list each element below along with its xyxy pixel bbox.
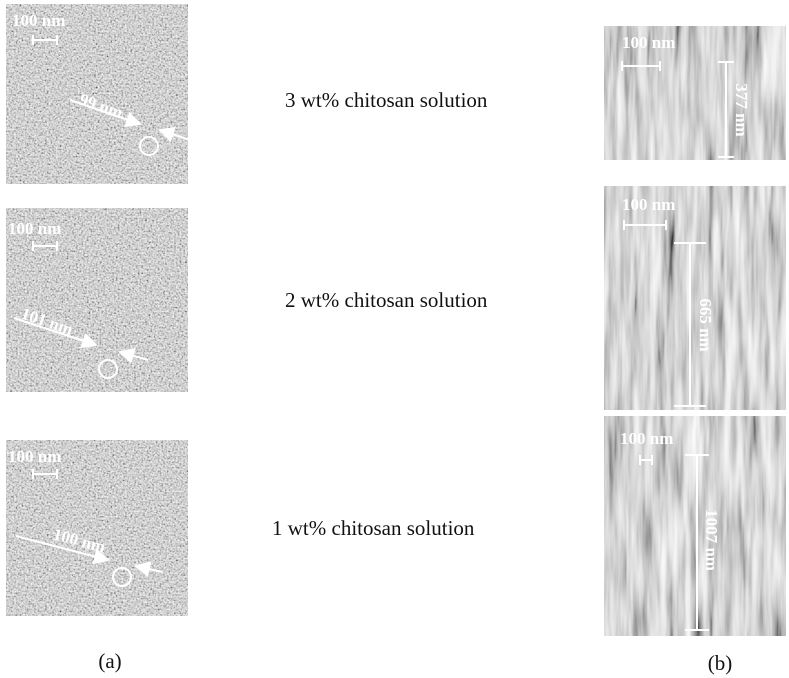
row-label: 3 wt% chitosan solution	[285, 88, 488, 112]
panel-label: (a)	[98, 649, 121, 673]
row-label: 1 wt% chitosan solution	[272, 516, 475, 540]
scale-label: 100 nm	[8, 447, 61, 466]
thickness-label: 1007 nm	[702, 509, 721, 571]
row-label: 2 wt% chitosan solution	[285, 288, 488, 312]
cross-section-image	[604, 416, 786, 636]
thickness-label: 377 nm	[732, 83, 751, 136]
cross-section-image	[604, 186, 786, 410]
scale-label: 100 nm	[12, 11, 65, 30]
scale-label: 100 nm	[620, 429, 673, 448]
panel-label: (b)	[708, 651, 733, 675]
scale-label: 100 nm	[8, 219, 61, 238]
thickness-label: 665 nm	[696, 298, 715, 351]
scale-label: 100 nm	[622, 195, 675, 214]
scale-label: 100 nm	[622, 33, 675, 52]
top-view-image	[6, 440, 188, 616]
figure: 100 nm 99 nm 3 wt% chitosan solution 100…	[0, 0, 789, 678]
